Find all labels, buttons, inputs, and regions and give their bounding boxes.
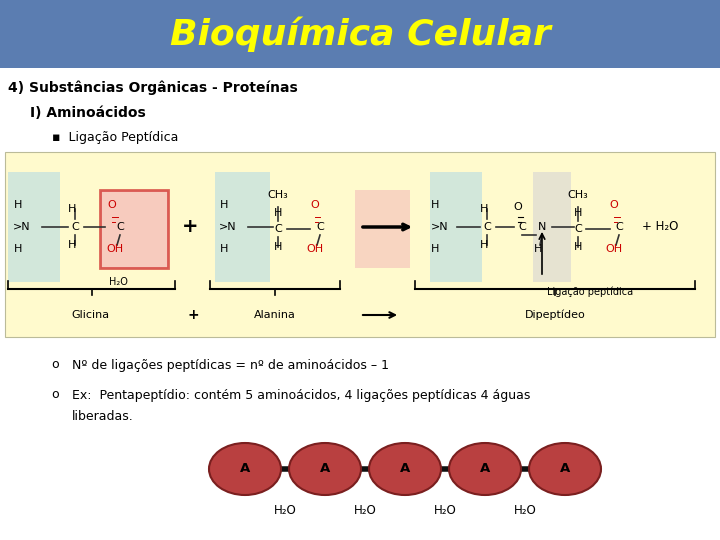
Bar	[533, 172, 571, 282]
Text: H: H	[68, 204, 76, 214]
Bar	[100, 190, 168, 268]
Text: A: A	[560, 462, 570, 476]
Text: >N: >N	[431, 222, 449, 232]
Text: A: A	[240, 462, 250, 476]
Text: H: H	[14, 200, 22, 210]
Text: >N: >N	[13, 222, 31, 232]
Text: C: C	[574, 224, 582, 234]
Ellipse shape	[449, 443, 521, 495]
Text: OH: OH	[307, 244, 323, 254]
Text: A: A	[480, 462, 490, 476]
Bar	[8, 172, 60, 282]
Text: C: C	[71, 222, 79, 232]
Text: +: +	[181, 218, 198, 237]
Text: O: O	[107, 200, 117, 210]
Text: H: H	[431, 200, 439, 210]
Text: H: H	[431, 244, 439, 254]
Text: H: H	[480, 204, 488, 214]
Text: OH: OH	[107, 244, 124, 254]
Text: O: O	[513, 202, 523, 212]
Text: N: N	[538, 222, 546, 232]
Text: H: H	[274, 208, 282, 218]
Text: C: C	[274, 224, 282, 234]
Text: H₂O: H₂O	[109, 277, 127, 287]
Text: O: O	[610, 200, 618, 210]
Text: Ligação peptídica: Ligação peptídica	[547, 287, 633, 297]
Text: C: C	[116, 222, 124, 232]
Text: C: C	[316, 222, 324, 232]
Text: liberadas.: liberadas.	[72, 410, 134, 423]
Bar	[5, 152, 715, 337]
Text: Glicina: Glicina	[71, 310, 109, 320]
Text: I) Aminoácidos: I) Aminoácidos	[30, 106, 145, 120]
Text: A: A	[320, 462, 330, 476]
Text: H: H	[574, 242, 582, 252]
Bar	[355, 190, 410, 268]
Ellipse shape	[209, 443, 281, 495]
Text: +: +	[187, 308, 199, 322]
Text: H: H	[480, 240, 488, 250]
Text: + H₂O: + H₂O	[642, 220, 678, 233]
Text: ▪  Ligação Peptídica: ▪ Ligação Peptídica	[52, 132, 179, 145]
Text: H: H	[220, 244, 228, 254]
Text: Bioquímica Celular: Bioquímica Celular	[170, 16, 550, 52]
Text: O: O	[310, 200, 320, 210]
Text: H: H	[220, 200, 228, 210]
Text: H₂O: H₂O	[354, 503, 377, 516]
Text: C: C	[483, 222, 491, 232]
Bar	[215, 172, 270, 282]
Text: A: A	[400, 462, 410, 476]
Text: H: H	[574, 208, 582, 218]
Text: H: H	[274, 242, 282, 252]
Text: C: C	[615, 222, 623, 232]
Text: C: C	[518, 222, 526, 232]
Text: o: o	[51, 388, 59, 402]
Bar	[430, 172, 482, 282]
Ellipse shape	[289, 443, 361, 495]
Bar	[0, 0, 720, 68]
Text: Dipeptídeo: Dipeptídeo	[525, 310, 585, 320]
Text: Nº de ligações peptídicas = nº de aminoácidos – 1: Nº de ligações peptídicas = nº de aminoá…	[72, 359, 389, 372]
Text: o: o	[51, 359, 59, 372]
Text: H: H	[14, 244, 22, 254]
Text: >N: >N	[219, 222, 237, 232]
Text: CH₃: CH₃	[567, 190, 588, 200]
Text: H₂O: H₂O	[513, 503, 536, 516]
Text: H: H	[534, 244, 542, 254]
Ellipse shape	[529, 443, 601, 495]
Text: H₂O: H₂O	[433, 503, 456, 516]
Text: OH: OH	[606, 244, 623, 254]
Text: CH₃: CH₃	[268, 190, 289, 200]
Text: H₂O: H₂O	[274, 503, 297, 516]
Ellipse shape	[369, 443, 441, 495]
Text: 4) Substâncias Orgânicas - Proteínas: 4) Substâncias Orgânicas - Proteínas	[8, 81, 298, 95]
Text: Alanina: Alanina	[254, 310, 296, 320]
Text: H: H	[68, 240, 76, 250]
Text: Ex:  Pentapeptídio: contém 5 aminoácidos, 4 ligações peptídicas 4 águas: Ex: Pentapeptídio: contém 5 aminoácidos,…	[72, 388, 531, 402]
